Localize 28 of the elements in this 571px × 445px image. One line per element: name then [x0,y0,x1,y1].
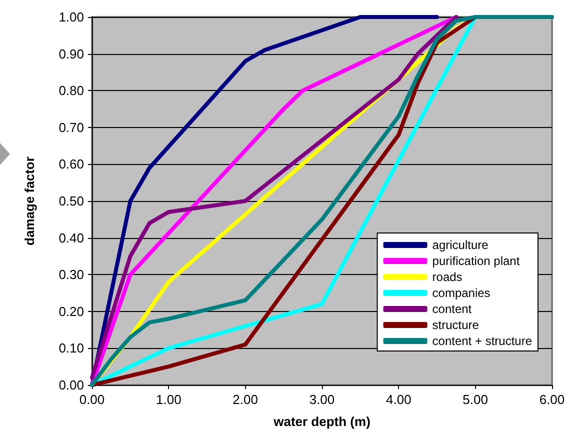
x-tick-label: 6.00 [539,392,565,407]
y-tick-label: 0.20 [58,304,84,319]
y-tick-label: 0.60 [58,156,84,172]
legend-label: purification plant [432,254,520,268]
x-tick-label: 2.00 [232,392,258,407]
x-tick-label: 1.00 [156,392,182,407]
y-axis-title: damage factor [22,156,37,246]
line-series [90,15,554,387]
y-tick-label: 0.10 [58,340,84,356]
legend-label: structure [432,318,480,332]
y-tick-label: 0.90 [58,46,84,62]
y-tick-label: 0.50 [58,194,84,208]
legend-label: content [432,302,472,316]
y-tick-label: 1.00 [58,10,84,24]
y-tick-label: 0.00 [58,378,84,392]
legend-label: companies [432,286,490,300]
y-tick-label: 0.80 [58,83,84,98]
x-tick-label: 4.00 [386,392,412,407]
legend-label: roads [432,270,462,284]
x-tick-label: 5.00 [462,392,488,407]
y-tick-label: 0.30 [58,267,84,282]
legend-label: content + structure [432,334,532,348]
x-axis-title: water depth (m) [272,414,370,429]
legend-label: agriculture [432,238,489,252]
x-tick-label: 0.00 [79,392,105,407]
y-tick-label: 0.40 [58,230,84,246]
y-tick-label: 0.70 [58,120,84,135]
x-tick-label: 3.00 [309,392,335,407]
